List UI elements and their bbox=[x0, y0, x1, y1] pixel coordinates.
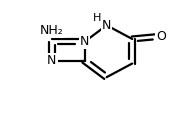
Text: O: O bbox=[156, 30, 166, 43]
Text: N: N bbox=[80, 35, 89, 48]
Text: H: H bbox=[92, 13, 101, 23]
Text: NH₂: NH₂ bbox=[40, 24, 64, 37]
Text: N: N bbox=[47, 54, 56, 67]
Text: N: N bbox=[102, 19, 111, 32]
